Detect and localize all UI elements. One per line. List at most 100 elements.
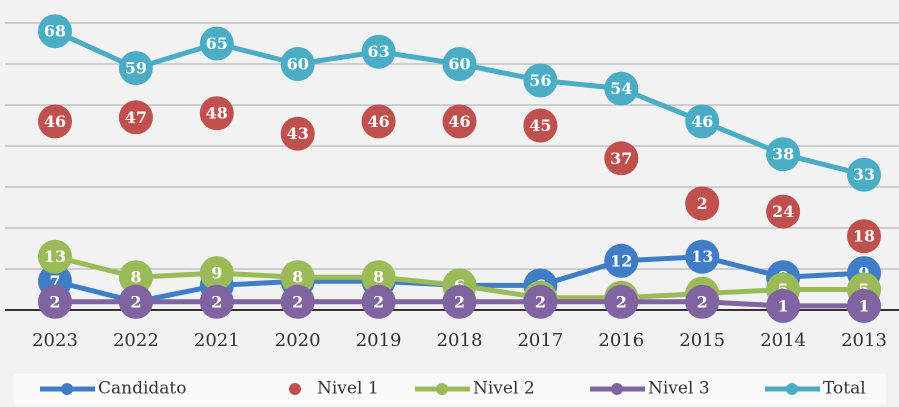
data-label: 37 (610, 149, 632, 168)
data-label: 2 (454, 292, 465, 311)
legend-marker (61, 383, 73, 395)
data-label: 12 (610, 251, 632, 270)
x-tick-label: 2023 (32, 330, 78, 351)
x-tick-label: 2018 (437, 330, 483, 351)
legend-marker (611, 383, 623, 395)
data-point (523, 284, 558, 319)
data-label: 2 (130, 292, 141, 311)
data-label: 47 (125, 108, 147, 127)
data-point (523, 108, 558, 143)
data-label: 2 (292, 292, 303, 311)
data-point (118, 100, 153, 135)
data-label: 2 (211, 292, 222, 311)
data-point (847, 157, 881, 192)
x-tick-label: 2015 (679, 330, 725, 351)
data-label: 46 (448, 112, 470, 131)
data-label: 46 (367, 112, 389, 131)
data-point (766, 194, 801, 229)
data-label: 68 (44, 22, 66, 41)
legend-label: Total (823, 379, 866, 399)
data-label: 7 (49, 272, 60, 291)
data-point (604, 71, 639, 106)
data-point (280, 116, 315, 151)
data-point (685, 104, 720, 139)
x-tick-label: 2019 (356, 330, 402, 351)
data-point (766, 288, 801, 323)
legend-label: Candidato (98, 379, 187, 399)
data-label: 54 (610, 79, 632, 98)
legend-marker (289, 383, 301, 395)
data-point (766, 137, 801, 172)
data-point (523, 63, 558, 98)
legend-marker (786, 383, 798, 395)
data-point (442, 284, 477, 319)
data-point (604, 141, 639, 176)
data-point (442, 47, 477, 81)
x-tick-label: 2021 (194, 330, 240, 351)
data-label: 1 (778, 296, 789, 315)
data-label: 33 (853, 165, 875, 184)
data-label: 8 (373, 268, 384, 287)
x-tick-label: 2020 (275, 330, 321, 351)
x-tick-label: 2017 (517, 330, 563, 351)
data-label: 65 (206, 34, 228, 53)
data-label: 38 (772, 145, 794, 164)
data-point (118, 284, 153, 319)
data-point (199, 96, 234, 131)
data-label: 2 (697, 194, 708, 213)
data-label: 60 (287, 55, 309, 74)
data-point (685, 186, 720, 221)
data-point (604, 284, 639, 319)
data-point (199, 284, 234, 319)
data-label: 18 (853, 227, 875, 246)
data-point (38, 104, 72, 139)
legend-label: Nivel 2 (473, 379, 535, 399)
data-point (280, 260, 315, 295)
x-tick-label: 2022 (113, 330, 159, 351)
data-label: 56 (529, 71, 551, 90)
data-label: 2 (49, 292, 60, 311)
x-tick-label: 2013 (841, 330, 887, 351)
data-label: 24 (772, 202, 794, 221)
data-point (685, 239, 720, 274)
data-label: 46 (44, 112, 66, 131)
data-label: 2 (697, 292, 708, 311)
data-point (118, 51, 153, 86)
data-point (280, 47, 315, 81)
data-label: 45 (529, 116, 551, 135)
data-point (847, 288, 881, 323)
data-label: 8 (130, 268, 141, 287)
legend-label: Nivel 1 (317, 379, 379, 399)
data-label: 2 (535, 292, 546, 311)
data-label: 2 (616, 292, 627, 311)
legend-label: Nivel 3 (648, 379, 710, 399)
data-point (199, 256, 234, 291)
data-point (38, 284, 72, 319)
data-label: 43 (287, 124, 309, 143)
data-label: 8 (292, 268, 303, 287)
data-label: 60 (448, 55, 470, 74)
data-point (361, 34, 396, 69)
data-label: 63 (367, 42, 389, 61)
data-point (361, 104, 396, 139)
data-point (280, 284, 315, 319)
data-point (361, 284, 396, 319)
data-label: 46 (691, 112, 713, 131)
data-point (38, 239, 72, 274)
data-point (685, 284, 720, 319)
data-label: 1 (858, 296, 869, 315)
data-label: 13 (691, 247, 713, 266)
data-point (442, 104, 477, 139)
data-label: 9 (211, 264, 222, 283)
data-point (604, 243, 639, 278)
data-label: 48 (206, 104, 228, 123)
x-tick-label: 2014 (760, 330, 806, 351)
x-tick-label: 2016 (598, 330, 644, 351)
legend-marker (436, 383, 448, 395)
data-point (118, 260, 153, 295)
data-point (361, 260, 396, 295)
data-point (847, 219, 881, 254)
data-point (199, 26, 234, 61)
data-label: 13 (44, 247, 66, 266)
